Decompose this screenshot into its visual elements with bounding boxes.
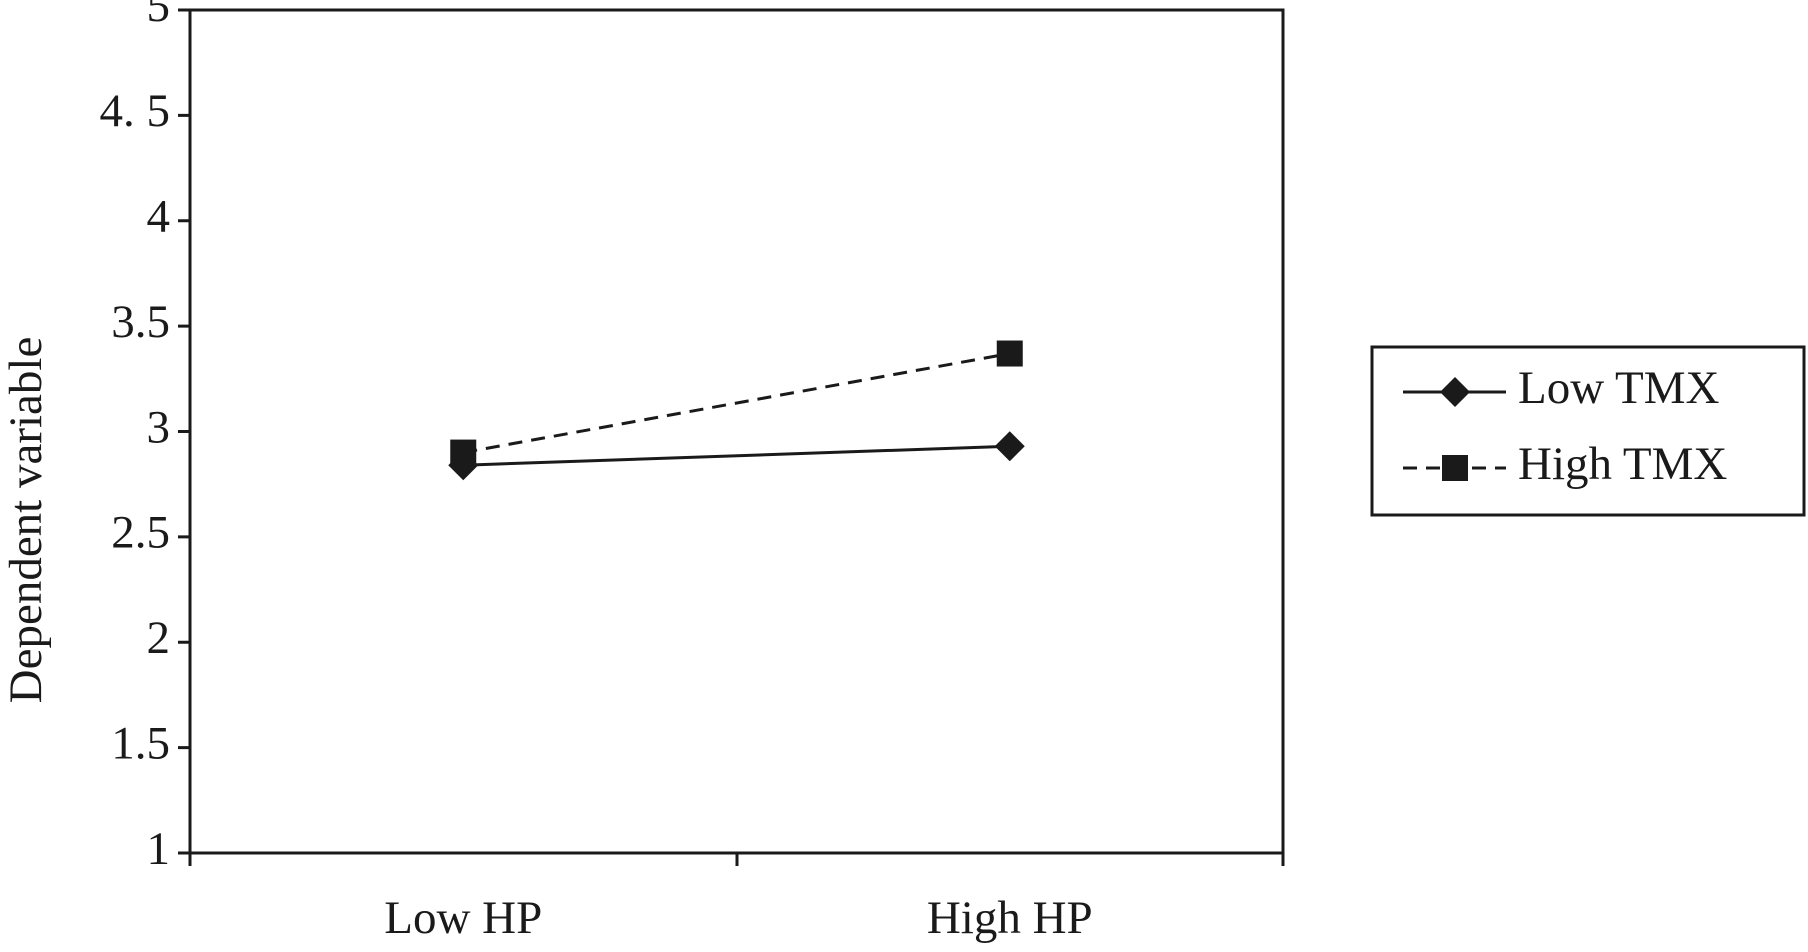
y-tick-label: 4. 5 <box>100 85 171 137</box>
y-tick-label: 1.5 <box>111 717 170 769</box>
legend-label: High TMX <box>1518 438 1727 490</box>
x-tick-label: Low HP <box>384 892 542 944</box>
legend-marker <box>1440 377 1470 407</box>
plot-frame <box>188 8 1285 855</box>
y-tick-label: 3.5 <box>111 296 170 348</box>
data-point <box>996 340 1023 367</box>
series-line <box>463 444 1010 467</box>
y-tick-label: 2 <box>147 612 171 664</box>
y-tick-label: 3 <box>147 401 171 453</box>
data-point <box>994 431 1025 462</box>
y-tick-label: 2.5 <box>111 507 170 559</box>
x-tick-label: High HP <box>927 892 1093 944</box>
y-tick-label: 1 <box>147 823 171 875</box>
legend-box <box>1370 345 1806 517</box>
series-line <box>462 352 1011 455</box>
y-axis-label: Dependent variable <box>0 337 52 704</box>
legend-label: Low TMX <box>1518 362 1720 414</box>
data-point <box>450 439 477 466</box>
y-tick-label: 5 <box>147 0 171 32</box>
y-tick-label: 4 <box>147 191 171 243</box>
legend-marker <box>1442 455 1468 481</box>
